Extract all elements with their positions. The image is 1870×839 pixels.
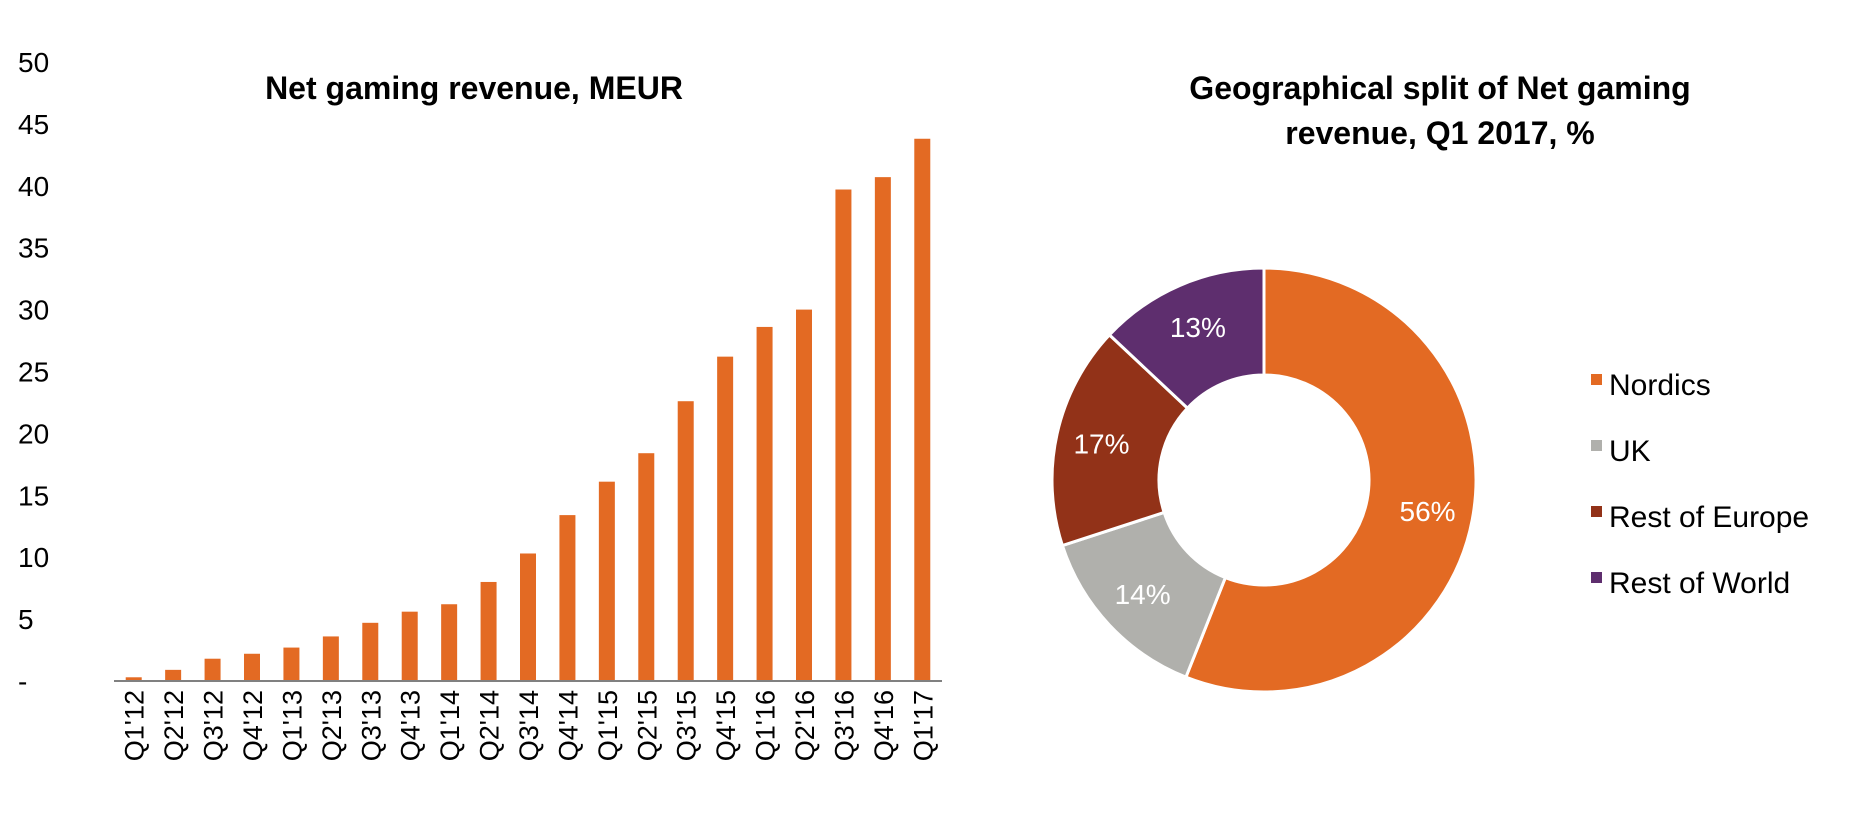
donut-chart-title-line-1: Geographical split of Net gaming	[1189, 70, 1690, 106]
bar	[598, 481, 615, 681]
bar	[362, 622, 379, 681]
y-tick-label: 25	[18, 357, 49, 388]
donut-slices	[1050, 266, 1478, 694]
y-tick-label: 10	[18, 542, 49, 573]
x-tick-label: Q2'16	[790, 690, 820, 761]
x-tick-label: Q1'12	[120, 690, 150, 761]
bar	[244, 653, 260, 681]
legend-swatch	[1591, 572, 1602, 583]
donut-slice	[1107, 266, 1266, 411]
x-tick-label: Q4'14	[553, 690, 583, 761]
bar	[677, 401, 694, 681]
y-axis-ticks: - 5 10 15 20 25 30 35 40 45 50	[18, 47, 49, 697]
x-tick-label: Q3'12	[199, 690, 229, 761]
legend-swatch	[1591, 374, 1602, 385]
x-tick-label: Q3'16	[829, 690, 859, 761]
x-tick-label: Q4'13	[396, 690, 426, 761]
x-tick-label: Q2'13	[317, 690, 347, 761]
donut-slice	[1060, 510, 1228, 680]
x-tick-label: Q1'15	[593, 690, 623, 761]
bar	[283, 647, 300, 681]
x-tick-label: Q2'15	[632, 690, 662, 761]
x-tick-label: Q1'16	[751, 690, 781, 761]
bar	[520, 553, 536, 681]
bar-chart: Net gaming revenue, MEUR - 5 10 15 20 25 30 35 4…	[18, 47, 942, 761]
y-tick-label: 45	[18, 109, 49, 140]
bar	[480, 581, 497, 681]
x-tick-label: Q3'13	[356, 690, 386, 761]
x-tick-label: Q3'14	[514, 690, 544, 761]
legend-swatch	[1591, 440, 1602, 451]
bars	[125, 138, 931, 682]
y-tick-label: 35	[18, 233, 49, 264]
bar	[835, 189, 852, 682]
bar	[756, 326, 773, 681]
bar	[874, 177, 891, 681]
x-tick-label: Q1'13	[277, 690, 307, 761]
bar	[441, 604, 458, 681]
donut-slice	[1184, 266, 1478, 694]
y-tick-label: 40	[18, 171, 49, 202]
legend: Nordics UK Rest of Europe Rest of World	[1591, 369, 1809, 600]
x-tick-label: Q1'14	[435, 690, 465, 761]
bar	[796, 309, 812, 681]
legend-label: Rest of World	[1609, 567, 1790, 600]
donut-chart-title-line-2: revenue, Q1 2017, %	[1285, 115, 1595, 151]
y-tick-label: 20	[18, 418, 49, 449]
slice-data-label: 56%	[1400, 496, 1456, 527]
x-axis-ticks: Q1'12 Q2'12 Q3'12 Q4'12 Q1'13 Q2'13 Q3'13 Q4'13…	[120, 690, 939, 761]
bar	[322, 636, 339, 681]
x-tick-label: Q2'12	[159, 690, 189, 761]
bar	[559, 515, 576, 681]
y-tick-label: 5	[18, 604, 34, 635]
x-tick-label: Q2'14	[475, 690, 505, 761]
bar	[717, 356, 734, 681]
bar	[914, 138, 931, 682]
x-tick-label: Q4'12	[238, 690, 268, 761]
donut-slice	[1050, 332, 1190, 548]
x-tick-label: Q1'17	[908, 690, 938, 761]
y-tick-label: 15	[18, 480, 49, 511]
bar	[204, 658, 221, 681]
slice-data-label: 13%	[1170, 312, 1226, 343]
y-tick-label: 50	[18, 47, 49, 78]
bar	[638, 453, 655, 681]
x-tick-label: Q4'16	[869, 690, 899, 761]
x-tick-label: Q3'15	[672, 690, 702, 761]
bar	[125, 677, 142, 681]
legend-swatch	[1591, 506, 1602, 517]
donut-slice-labels: 56% 14% 17% 13%	[1073, 312, 1455, 610]
bar	[401, 611, 418, 681]
y-tick-label: 30	[18, 295, 49, 326]
slice-data-label: 17%	[1073, 429, 1129, 460]
legend-label: Nordics	[1609, 369, 1711, 402]
donut-chart: Geographical split of Net gaming revenue…	[1050, 70, 1809, 694]
legend-label: Rest of Europe	[1609, 501, 1809, 534]
legend-label: UK	[1609, 435, 1651, 468]
bar-chart-title: Net gaming revenue, MEUR	[265, 70, 683, 106]
bar	[165, 669, 182, 681]
slice-data-label: 14%	[1115, 579, 1171, 610]
y-tick-label: -	[18, 666, 27, 697]
x-tick-label: Q4'15	[711, 690, 741, 761]
